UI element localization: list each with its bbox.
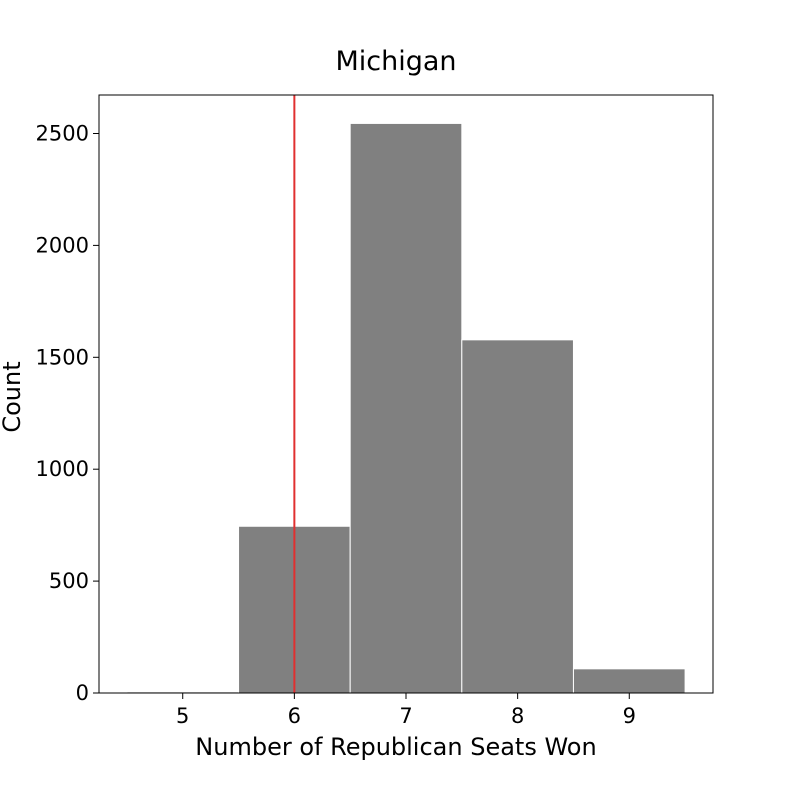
chart-title: Michigan: [335, 46, 456, 77]
y-axis-ticks: 0 500 1000 1500 2000 2500: [36, 121, 99, 705]
x-axis-label: Number of Republican Seats Won: [195, 733, 596, 761]
y-tick-label: 2500: [36, 121, 89, 145]
bar-7: [349, 122, 463, 694]
bars-group: [126, 122, 686, 694]
bar-8: [461, 339, 574, 694]
y-tick-label: 500: [49, 569, 89, 593]
x-tick-label: 8: [511, 704, 524, 728]
x-tick-label: 6: [288, 704, 301, 728]
x-tick-label: 7: [399, 704, 412, 728]
y-tick-label: 2000: [36, 233, 89, 257]
y-tick-label: 1000: [36, 457, 89, 481]
y-tick-label: 0: [76, 681, 89, 705]
y-axis-label: Count: [0, 361, 26, 432]
bar-9: [572, 668, 686, 694]
y-tick-label: 1500: [36, 345, 89, 369]
x-tick-label: 5: [176, 704, 189, 728]
x-axis-ticks: 5 6 7 8 9: [176, 693, 636, 728]
x-tick-label: 9: [623, 704, 636, 728]
